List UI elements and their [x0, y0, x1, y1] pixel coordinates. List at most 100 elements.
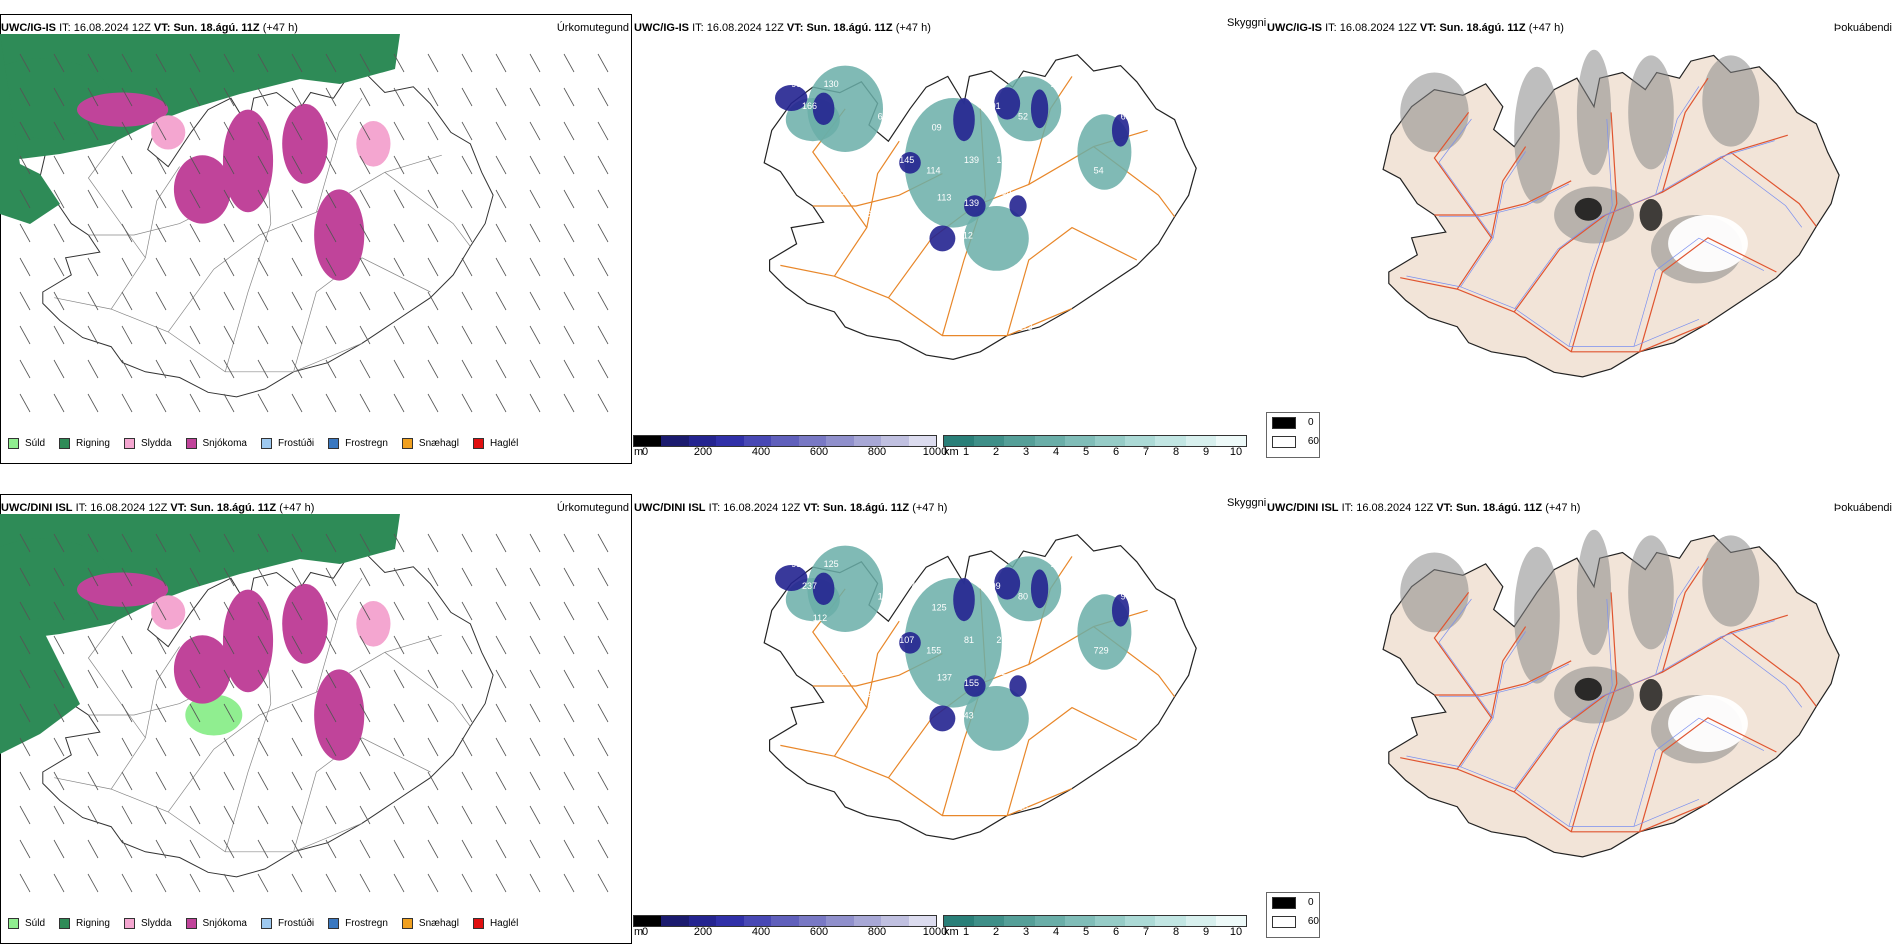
wind-barb: [495, 223, 507, 243]
wind-barb: [53, 257, 65, 277]
wind-barb: [529, 359, 541, 379]
wind-barb: [461, 737, 473, 757]
road: [1730, 151, 1817, 227]
wind-barb: [359, 839, 371, 859]
wind-barb: [597, 359, 609, 379]
wind-barb: [53, 121, 65, 141]
wind-barb: [325, 601, 337, 621]
wind-barb: [223, 189, 235, 209]
wind-barb: [495, 533, 507, 553]
wind-barb: [19, 635, 31, 655]
wind-barb: [155, 567, 167, 587]
colorbar-step: [1095, 916, 1126, 926]
wind-barb: [563, 121, 575, 141]
row2-fog-map: [1382, 529, 1840, 858]
wind-barb: [529, 257, 541, 277]
wind-barb: [393, 669, 405, 689]
wind-barb: [223, 567, 235, 587]
wind-barb: [155, 87, 167, 107]
colorbar-tick-label: 200: [693, 926, 713, 938]
wind-barb: [393, 53, 405, 73]
river: [1633, 237, 1765, 347]
legend-swatch: [123, 918, 135, 929]
legend-item: Rigning: [59, 438, 110, 449]
colorbar-step: [771, 916, 799, 926]
wind-barb: [121, 291, 133, 311]
wind-barb: [257, 121, 269, 141]
cloudbase-value-label: 09: [932, 122, 942, 132]
wind-barb: [189, 669, 201, 689]
wind-barb: [359, 291, 371, 311]
cloudbase-value-label: 90: [1121, 592, 1131, 602]
it-value: 16.08.2024 12Z: [723, 502, 801, 514]
wind-barb: [155, 533, 167, 553]
wind-barb: [359, 359, 371, 379]
river: [1438, 598, 1494, 719]
wind-barb: [257, 805, 269, 825]
wind-barb: [427, 669, 439, 689]
wind-barb: [529, 839, 541, 859]
wind-barb: [87, 189, 99, 209]
legend-label: Rigning: [76, 918, 110, 929]
wind-barb: [291, 223, 303, 243]
legend-label: Súld: [25, 918, 46, 929]
wind-barb: [563, 87, 575, 107]
colorbar-step: [908, 916, 936, 926]
colorbar-step: [798, 436, 827, 446]
wind-barb: [529, 223, 541, 243]
colorbar-step: [881, 436, 909, 446]
fog-shade: [1576, 529, 1612, 656]
fog-shade: [1628, 535, 1674, 650]
low-visibility-area: [904, 578, 1002, 708]
legend-swatch: [472, 918, 484, 929]
wind-barb: [359, 601, 371, 621]
legend-item: Súld: [8, 438, 45, 449]
wind-barb: [291, 601, 303, 621]
road: [293, 737, 431, 852]
wind-barb: [325, 121, 337, 141]
wind-barb: [223, 87, 235, 107]
wind-barb: [53, 155, 65, 175]
wind-barb: [597, 223, 609, 243]
fog-shade: [1514, 66, 1560, 204]
wind-barb: [257, 325, 269, 345]
wind-barb: [359, 155, 371, 175]
legend-label: Haglél: [489, 438, 519, 449]
cloudbase-unit: m: [634, 926, 644, 938]
cloudbase-value-label: 139: [964, 155, 979, 165]
sleet-area: [151, 115, 186, 150]
fog-clear: [1668, 215, 1748, 272]
it-label: IT:: [692, 22, 704, 34]
wind-barb: [155, 223, 167, 243]
legend-swatch: [328, 918, 340, 929]
cloudbase-value-label: 88: [1018, 802, 1028, 812]
wind-barb: [87, 533, 99, 553]
wind-barb: [563, 771, 575, 791]
colorbar-tick-label: 6: [1112, 446, 1120, 458]
wind-barb: [461, 567, 473, 587]
wind-barb: [393, 703, 405, 723]
road: [1434, 660, 1572, 696]
wind-barb: [223, 601, 235, 621]
vt-value: Sun. 18.ágú. 11Z: [1439, 22, 1526, 34]
road: [1570, 592, 1618, 832]
wind-barb: [53, 359, 65, 379]
wind-barb: [257, 669, 269, 689]
river: [1406, 275, 1700, 347]
row1-visibility-header: UWC/IG-IS IT: 16.08.2024 12Z VT: Sun. 18…: [634, 22, 931, 34]
colorbar-step: [1125, 916, 1156, 926]
wind-barb: [257, 533, 269, 553]
road: [1433, 592, 1492, 719]
wind-barb: [223, 669, 235, 689]
road: [293, 257, 431, 372]
cloudbase-value-label: 91: [791, 559, 801, 569]
wind-barb: [121, 601, 133, 621]
wind-barb: [359, 635, 371, 655]
colorbar-tick-label: 7: [1142, 446, 1150, 458]
colorbar-step: [1095, 436, 1126, 446]
colorbar-step: [1004, 916, 1035, 926]
wind-barb: [87, 155, 99, 175]
wind-barb: [189, 771, 201, 791]
wind-barb: [155, 805, 167, 825]
wind-barb: [325, 53, 337, 73]
